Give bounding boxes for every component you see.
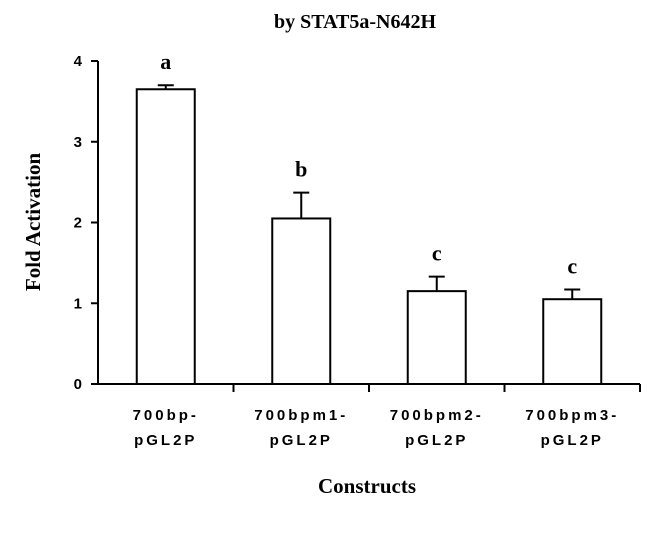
x-tick-label: pGL2P: [134, 432, 197, 449]
bar: [542, 298, 603, 385]
plot-area: 0 1 2 3 4 a 700bp-pGL2P b 700bpm1- pGL2P c 700bpm2-…: [74, 49, 641, 449]
y-tick-label: 3: [74, 134, 82, 151]
x-tick-label: 700bp-: [133, 407, 199, 424]
significance-label: c: [432, 241, 442, 266]
x-tick-label: pGL2P: [541, 432, 604, 449]
y-tick-label: 0: [74, 376, 82, 393]
significance-label: b: [295, 157, 307, 182]
significance-label: a: [160, 49, 171, 74]
x-tick-label: 700bpm2-: [390, 407, 484, 424]
significance-label: c: [567, 254, 577, 279]
y-tick-label: 4: [74, 53, 83, 70]
x-tick-label: pGL2P: [405, 432, 468, 449]
y-tick-label: 2: [74, 215, 82, 232]
x-axis-title: Constructs: [318, 474, 416, 498]
bar: [271, 217, 332, 385]
x-tick-label: pGL2P: [270, 432, 333, 449]
y-axis-title: Fold Activation: [21, 153, 45, 292]
x-tick-label: 700bpm3-: [525, 407, 619, 424]
bar: [406, 290, 467, 386]
chart-title: by STAT5a-N642H: [274, 11, 437, 33]
bar: [135, 88, 196, 385]
y-tick-label: 1: [74, 295, 82, 312]
x-tick-label: 700bpm1-: [254, 407, 348, 424]
